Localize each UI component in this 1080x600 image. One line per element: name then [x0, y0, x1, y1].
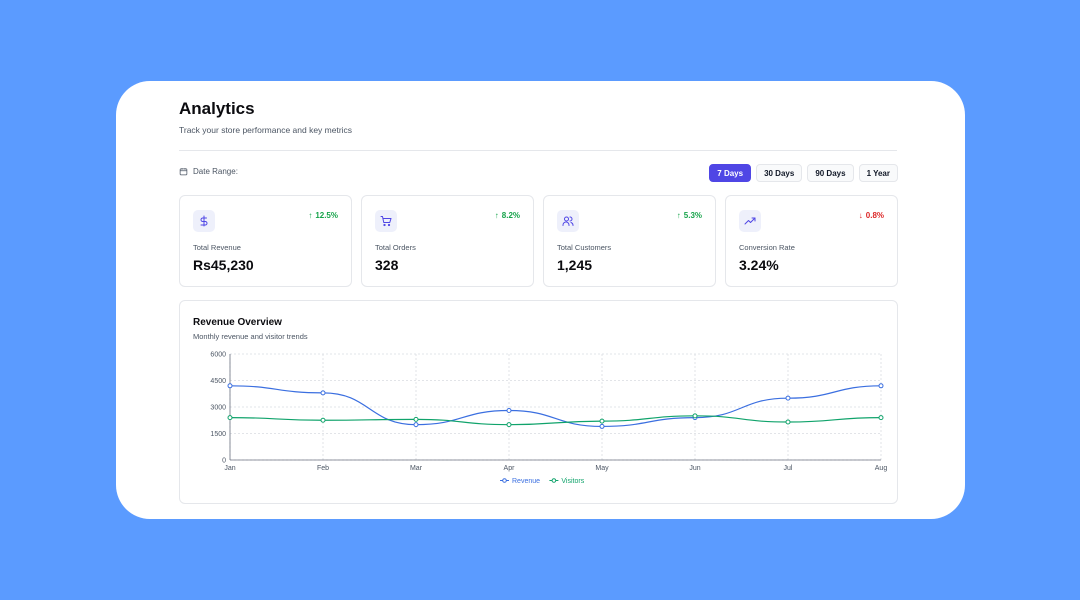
date-range-label: Date Range:: [193, 167, 238, 176]
legend-marker: [502, 478, 507, 483]
data-point-revenue: [413, 422, 419, 428]
data-point-revenue: [320, 390, 326, 396]
y-tick-label: 0: [222, 458, 226, 465]
x-tick-label: Feb: [317, 465, 329, 472]
data-point-visitors: [506, 422, 512, 428]
data-point-revenue: [599, 423, 605, 429]
arrow-up-icon: ↑: [676, 211, 681, 220]
stat-change: ↓ 0.8%: [858, 211, 884, 220]
stat-value: 3.24%: [739, 257, 779, 273]
calendar-icon: [179, 168, 188, 176]
data-point-visitors: [692, 413, 698, 419]
x-tick-label: Jan: [224, 465, 235, 472]
range-1-year-button[interactable]: 1 Year: [858, 164, 898, 182]
y-tick-label: 4500: [210, 378, 226, 385]
data-point-visitors: [413, 416, 419, 422]
y-tick-label: 6000: [210, 352, 226, 359]
x-tick-label: Aug: [875, 465, 888, 472]
data-point-revenue: [785, 395, 791, 401]
range-30-days-button[interactable]: 30 Days: [756, 164, 803, 182]
revenue-chart: 0 1500 3000 4500 6000 Jan Feb Mar Apr May Jun Jul Au…: [210, 352, 888, 486]
dollar-icon: [193, 210, 215, 232]
range-7-days-button[interactable]: 7 Days: [709, 164, 752, 182]
stat-card-orders: ↑ 8.2% Total Orders 328: [361, 195, 534, 287]
stat-label: Total Orders: [375, 243, 416, 252]
stat-value: 1,245: [557, 257, 593, 273]
x-tick-label: Jul: [784, 465, 793, 472]
page-subtitle: Track your store performance and key met…: [179, 125, 353, 135]
stat-change: ↑ 5.3%: [676, 211, 702, 220]
x-tick-label: Jun: [689, 465, 700, 472]
users-icon: [557, 210, 579, 232]
analytics-panel: Analytics Track your store performance a…: [116, 81, 965, 519]
range-90-days-button[interactable]: 90 Days: [807, 164, 854, 182]
cart-icon: [375, 210, 397, 232]
stat-value: 328: [375, 257, 399, 273]
stat-label: Total Customers: [557, 243, 612, 252]
series-line-visitors: [229, 415, 882, 426]
data-point-revenue: [506, 408, 512, 414]
stat-label: Conversion Rate: [739, 243, 795, 252]
x-tick-label: Mar: [410, 465, 423, 472]
chart-title: Revenue Overview: [193, 317, 282, 328]
revenue-overview-card: Revenue Overview Monthly revenue and vis…: [179, 300, 898, 504]
legend-label: Visitors: [561, 478, 584, 485]
date-range: Date Range:: [179, 167, 238, 176]
page-title: Analytics: [179, 99, 255, 118]
stat-card-revenue: ↑ 12.5% Total Revenue Rs45,230: [179, 195, 352, 287]
legend-marker: [551, 478, 557, 483]
trending-up-icon: [739, 210, 761, 232]
arrow-up-icon: ↑: [308, 211, 313, 220]
data-point-visitors: [227, 415, 233, 421]
header-divider: [179, 150, 897, 151]
data-point-revenue: [227, 383, 233, 389]
stat-card-customers: ↑ 5.3% Total Customers 1,245: [543, 195, 716, 287]
legend-label: Revenue: [512, 478, 540, 485]
data-point-visitors: [878, 415, 884, 421]
chart-subtitle: Monthly revenue and visitor trends: [193, 332, 308, 341]
series-line-revenue: [229, 385, 882, 428]
y-tick-label: 3000: [210, 405, 226, 412]
stat-card-conversion: ↓ 0.8% Conversion Rate 3.24%: [725, 195, 898, 287]
range-buttons: 7 Days 30 Days 90 Days 1 Year: [709, 164, 898, 182]
data-point-visitors: [599, 418, 605, 424]
stat-change: ↑ 12.5%: [308, 211, 338, 220]
stat-change: ↑ 8.2%: [494, 211, 520, 220]
y-tick-label: 1500: [210, 431, 226, 438]
data-point-visitors: [785, 419, 791, 425]
data-point-revenue: [878, 383, 884, 389]
x-tick-label: Apr: [504, 465, 516, 472]
stat-value: Rs45,230: [193, 257, 254, 273]
data-point-visitors: [320, 417, 326, 423]
arrow-up-icon: ↑: [494, 211, 499, 220]
stat-label: Total Revenue: [193, 243, 241, 252]
x-tick-label: May: [595, 465, 609, 472]
arrow-down-icon: ↓: [858, 211, 863, 220]
